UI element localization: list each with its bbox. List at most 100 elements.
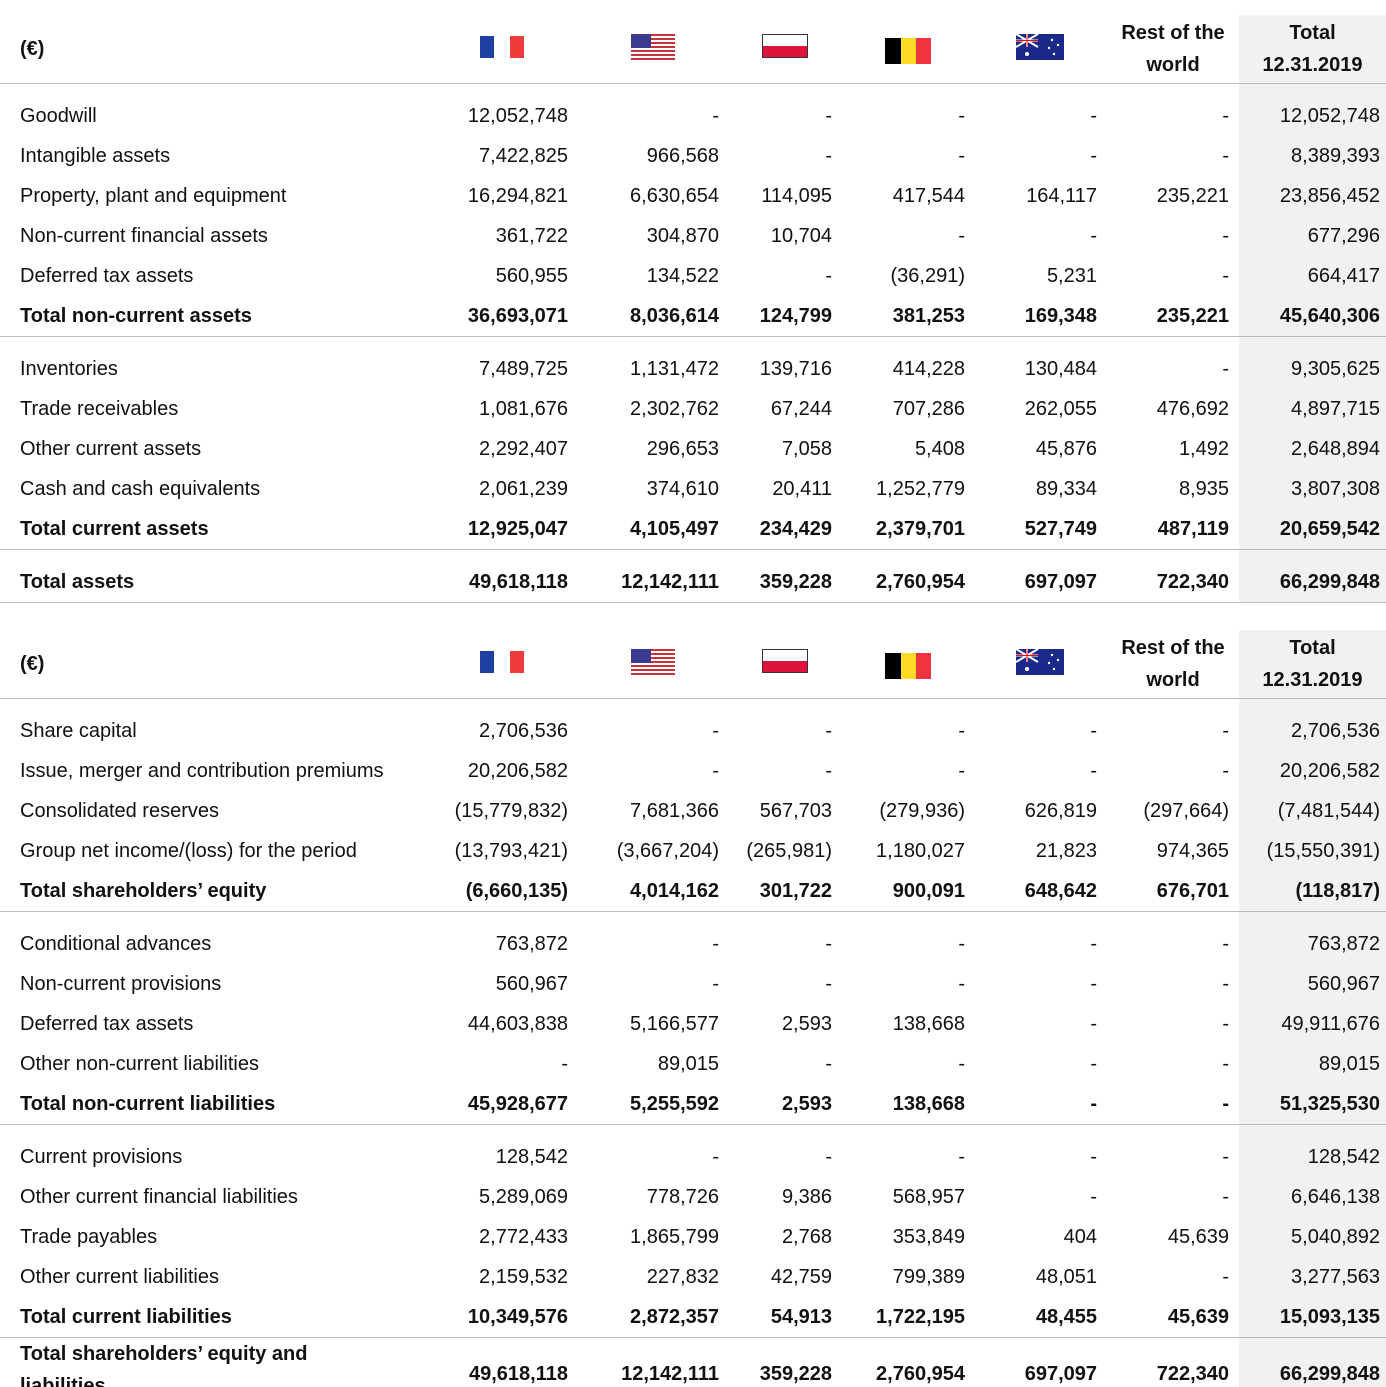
cell-value: (6,660,135) [465, 880, 568, 902]
cell-value: 7,058 [781, 438, 832, 460]
cell-value: 1,252,779 [876, 478, 965, 500]
cell-value: - [958, 1146, 965, 1168]
cell-value: 138,668 [892, 1013, 965, 1035]
cell-value: 20,659,542 [1279, 518, 1380, 540]
total-column-shade [1239, 15, 1386, 603]
row-group: Current provisions 128,542 - - - - - 128,542 Oth… [0, 1125, 1386, 1338]
cell-value: 487,119 [1157, 518, 1229, 540]
table-row: Other current liabilities 2,159,532 227,83… [0, 1257, 1386, 1297]
cell-value: - [825, 1053, 832, 1075]
cell-value: 353,849 [892, 1226, 965, 1248]
cell-value: (279,936) [879, 800, 965, 822]
cell-value: 974,365 [1156, 840, 1229, 862]
cell-value: 697,097 [1024, 571, 1097, 593]
cell-value: 359,228 [759, 1363, 832, 1385]
unit-label: (€) [20, 38, 45, 60]
cell-value: 2,292,407 [479, 438, 568, 460]
row-label: Intangible assets [20, 145, 171, 167]
flag-france [480, 36, 524, 58]
grand-total-group: Total assets 49,618,118 12,142,111 359,228 2… [0, 550, 1386, 603]
rest-header: Rest of the [1121, 637, 1225, 659]
cell-value: - [825, 1146, 832, 1168]
cell-value: 374,610 [646, 478, 719, 500]
cell-value: 568,957 [892, 1186, 965, 1208]
cell-value: 301,722 [759, 880, 832, 902]
cell-value: - [1222, 720, 1229, 742]
row-label: Trade payables [20, 1226, 158, 1248]
cell-value: 2,061,239 [479, 478, 568, 500]
cell-value: 89,015 [1318, 1053, 1380, 1075]
cell-value: 676,701 [1156, 880, 1229, 902]
cell-value: - [825, 760, 832, 782]
cell-value: - [825, 145, 832, 167]
cell-value: 54,913 [770, 1306, 832, 1328]
cell-value: - [1222, 1266, 1229, 1288]
cell-value: 476,692 [1156, 398, 1229, 420]
cell-value: 707,286 [892, 398, 965, 420]
cell-value: 677,296 [1307, 225, 1380, 247]
cell-value: 560,967 [495, 973, 568, 995]
unit-label: (€) [20, 653, 45, 675]
cell-value: 3,807,308 [1291, 478, 1380, 500]
cell-value: 12,142,111 [621, 571, 719, 593]
cell-value: 20,411 [772, 478, 832, 500]
rest-header: Rest of the [1121, 22, 1225, 44]
cell-value: 900,091 [892, 880, 965, 902]
row-label: Issue, merger and contribution premiums [20, 760, 384, 782]
cell-value: 124,799 [759, 305, 832, 327]
cell-value: 67,244 [770, 398, 832, 420]
cell-value: (297,664) [1143, 800, 1229, 822]
cell-value: (15,779,832) [454, 800, 568, 822]
table-row: Total assets 49,618,118 12,142,111 359,228 2… [0, 562, 1386, 602]
cell-value: 7,681,366 [630, 800, 719, 822]
cell-value: 361,722 [495, 225, 568, 247]
cell-value: 763,872 [495, 933, 568, 955]
cell-value: - [712, 973, 719, 995]
row-label: Inventories [20, 358, 118, 380]
cell-value: 3,277,563 [1291, 1266, 1380, 1288]
cell-value: 5,289,069 [479, 1186, 568, 1208]
cell-value: - [1222, 1186, 1229, 1208]
cell-value: - [1222, 1013, 1229, 1035]
row-label: Total current liabilities [20, 1306, 232, 1328]
row-label: Total shareholders’ equity and liabiliti… [20, 1343, 308, 1387]
cell-value: 12,052,748 [467, 105, 568, 127]
cell-value: 763,872 [1307, 933, 1380, 955]
total-header: 12.31.2019 [1262, 54, 1363, 76]
row-label: Total current assets [20, 518, 209, 540]
row-label: Trade receivables [20, 398, 179, 420]
flag-australia [1016, 34, 1064, 60]
cell-value: 567,703 [759, 800, 832, 822]
cell-value: 1,081,676 [479, 398, 568, 420]
cell-value: 23,856,452 [1279, 185, 1380, 207]
cell-value: (13,793,421) [454, 840, 568, 862]
cell-value: 262,055 [1024, 398, 1097, 420]
cell-value: - [825, 105, 832, 127]
assets-table: (€) Rest of the world Total 12.31.2019 Goodw… [0, 15, 1386, 603]
table-row: Group net income/(loss) for the period (1… [0, 831, 1386, 871]
cell-value: - [712, 1146, 719, 1168]
table-row: Deferred tax assets 44,603,838 5,166,577 2,… [0, 1004, 1386, 1044]
cell-value: - [1090, 145, 1097, 167]
cell-value: 5,408 [914, 438, 965, 460]
cell-value: 9,305,625 [1291, 358, 1380, 380]
cell-value: 2,379,701 [876, 518, 965, 540]
table-row: Goodwill 12,052,748 - - - - - 12,052,748 [0, 96, 1386, 136]
flag-australia [1016, 649, 1064, 675]
cell-value: 664,417 [1307, 265, 1380, 287]
cell-value: 12,142,111 [621, 1363, 719, 1385]
cell-value: 10,704 [770, 225, 832, 247]
cell-value: 8,935 [1178, 478, 1229, 500]
cell-value: 8,389,393 [1291, 145, 1380, 167]
cell-value: 2,706,536 [479, 720, 568, 742]
grand-total-group: Total shareholders’ equity and liabiliti… [0, 1338, 1386, 1387]
row-label: Other current assets [20, 438, 202, 460]
cell-value: 20,206,582 [467, 760, 568, 782]
cell-value: - [825, 973, 832, 995]
cell-value: 45,639 [1167, 1306, 1229, 1328]
flag-usa [631, 649, 675, 675]
table-row: Cash and cash equivalents 2,061,239 374,61… [0, 469, 1386, 509]
cell-value: 12,925,047 [467, 518, 568, 540]
cell-value: - [1222, 760, 1229, 782]
